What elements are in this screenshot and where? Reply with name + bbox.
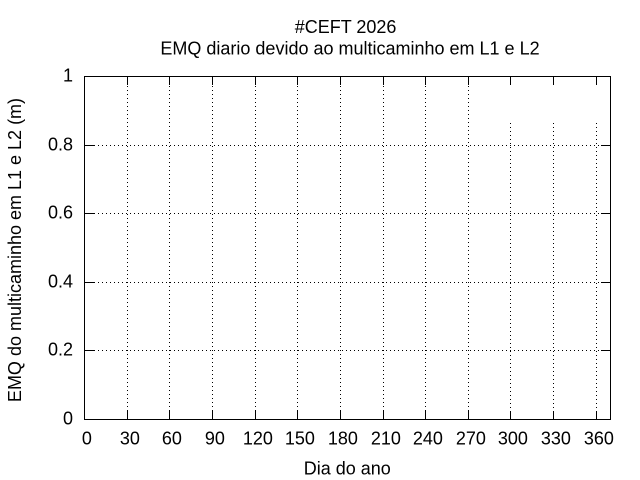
svg-text:150: 150 bbox=[285, 429, 315, 449]
svg-text:60: 60 bbox=[162, 429, 182, 449]
svg-text:EMQ diario devido ao multicami: EMQ diario devido ao multicaminho em L1 … bbox=[160, 39, 539, 59]
svg-text:240: 240 bbox=[413, 429, 443, 449]
svg-text:0.8: 0.8 bbox=[48, 135, 73, 155]
svg-text:210: 210 bbox=[371, 429, 401, 449]
svg-text:0.4: 0.4 bbox=[48, 272, 73, 292]
svg-text:0: 0 bbox=[63, 409, 73, 429]
svg-text:1: 1 bbox=[63, 66, 73, 86]
svg-text:0.2: 0.2 bbox=[48, 340, 73, 360]
svg-text:330: 330 bbox=[541, 429, 571, 449]
svg-text:360: 360 bbox=[584, 429, 614, 449]
svg-text:270: 270 bbox=[456, 429, 486, 449]
svg-text:180: 180 bbox=[328, 429, 358, 449]
svg-text:120: 120 bbox=[243, 429, 273, 449]
svg-text:Dia do ano: Dia do ano bbox=[304, 459, 391, 479]
svg-text:90: 90 bbox=[205, 429, 225, 449]
svg-text:0: 0 bbox=[82, 429, 92, 449]
svg-text:30: 30 bbox=[120, 429, 140, 449]
svg-text:EMQ do multicaminho em L1 e L2: EMQ do multicaminho em L1 e L2 (m) bbox=[5, 98, 25, 402]
svg-text:0.6: 0.6 bbox=[48, 203, 73, 223]
svg-text:300: 300 bbox=[498, 429, 528, 449]
svg-text:#CEFT 2026: #CEFT 2026 bbox=[295, 17, 397, 37]
